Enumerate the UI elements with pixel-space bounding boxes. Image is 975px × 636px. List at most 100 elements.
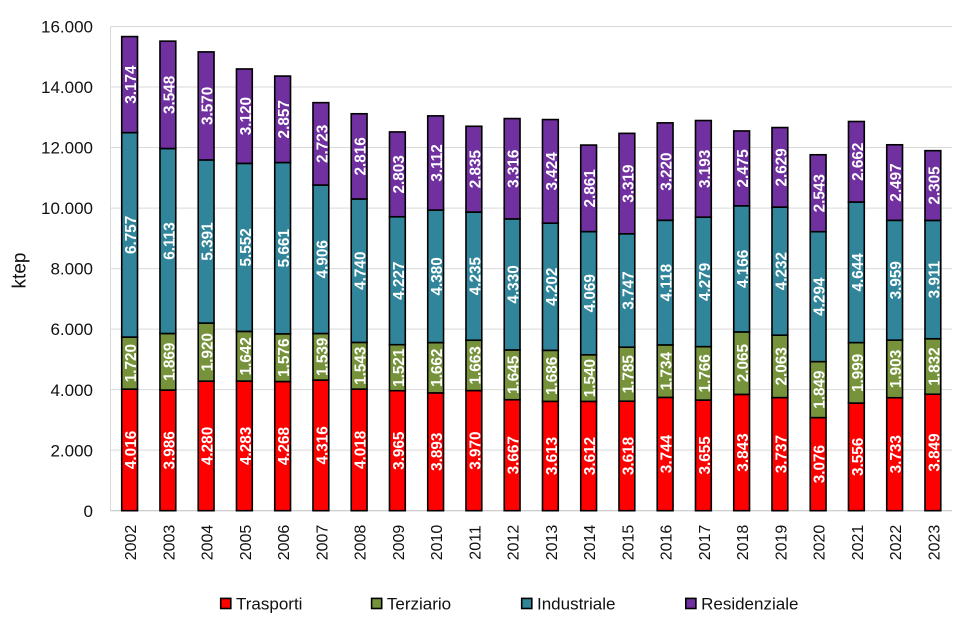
svg-text:3.667: 3.667: [506, 436, 523, 474]
svg-text:4.283: 4.283: [238, 427, 255, 465]
svg-text:2.723: 2.723: [314, 125, 331, 163]
svg-text:1.642: 1.642: [238, 337, 255, 375]
svg-text:3.570: 3.570: [200, 87, 217, 125]
svg-text:3.843: 3.843: [735, 433, 752, 471]
svg-text:Terziario: Terziario: [387, 594, 451, 613]
svg-text:4.069: 4.069: [582, 274, 599, 312]
svg-text:3.613: 3.613: [544, 437, 561, 475]
svg-text:2018: 2018: [735, 525, 752, 561]
svg-text:2.629: 2.629: [773, 148, 790, 186]
svg-text:16.000: 16.000: [41, 18, 93, 37]
svg-text:Residenziale: Residenziale: [701, 594, 798, 613]
svg-text:1.832: 1.832: [926, 347, 943, 385]
svg-text:3.120: 3.120: [238, 97, 255, 135]
svg-text:3.076: 3.076: [812, 445, 829, 483]
svg-text:3.911: 3.911: [926, 260, 943, 298]
svg-text:3.655: 3.655: [697, 436, 714, 475]
svg-text:ktep: ktep: [9, 253, 30, 289]
svg-text:4.330: 4.330: [506, 265, 523, 303]
svg-text:4.227: 4.227: [391, 262, 408, 300]
svg-text:1.543: 1.543: [353, 347, 370, 385]
svg-text:2.305: 2.305: [926, 166, 943, 205]
svg-text:3.965: 3.965: [391, 431, 408, 470]
svg-text:6.757: 6.757: [123, 216, 140, 254]
svg-text:1.521: 1.521: [391, 348, 408, 387]
svg-text:2003: 2003: [161, 525, 178, 561]
svg-text:2004: 2004: [200, 525, 217, 561]
svg-text:2.065: 2.065: [735, 344, 752, 383]
svg-text:3.193: 3.193: [697, 150, 714, 188]
svg-text:3.316: 3.316: [506, 150, 523, 188]
svg-text:4.906: 4.906: [314, 240, 331, 278]
svg-text:2016: 2016: [659, 525, 676, 561]
svg-text:4.118: 4.118: [659, 263, 676, 301]
svg-text:5.552: 5.552: [238, 228, 255, 266]
svg-text:2007: 2007: [314, 525, 331, 561]
svg-text:14.000: 14.000: [41, 78, 93, 97]
svg-text:4.016: 4.016: [123, 431, 140, 469]
svg-text:2020: 2020: [812, 525, 829, 561]
svg-text:5.391: 5.391: [200, 222, 217, 261]
svg-text:3.959: 3.959: [888, 261, 905, 299]
svg-text:3.424: 3.424: [544, 152, 561, 191]
svg-text:6.113: 6.113: [161, 222, 178, 259]
svg-text:1.734: 1.734: [659, 352, 676, 391]
svg-text:4.644: 4.644: [850, 253, 867, 292]
svg-text:4.235: 4.235: [467, 257, 484, 296]
svg-text:Trasporti: Trasporti: [236, 594, 302, 613]
svg-text:2011: 2011: [467, 525, 484, 560]
svg-text:3.744: 3.744: [659, 434, 676, 473]
svg-text:2023: 2023: [926, 525, 943, 561]
svg-text:1.663: 1.663: [467, 346, 484, 384]
svg-text:3.556: 3.556: [850, 438, 867, 476]
svg-text:3.849: 3.849: [926, 433, 943, 471]
svg-text:Industriale: Industriale: [537, 594, 615, 613]
svg-text:4.202: 4.202: [544, 268, 561, 306]
svg-text:3.970: 3.970: [467, 431, 484, 469]
svg-text:2013: 2013: [544, 525, 561, 561]
svg-text:3.112: 3.112: [429, 144, 446, 181]
svg-text:2019: 2019: [773, 525, 790, 561]
svg-text:6.000: 6.000: [50, 320, 93, 339]
svg-text:2008: 2008: [353, 525, 370, 561]
svg-text:3.174: 3.174: [123, 65, 140, 104]
svg-text:2017: 2017: [697, 525, 714, 561]
svg-text:2.497: 2.497: [888, 163, 905, 201]
svg-text:3.319: 3.319: [620, 164, 637, 202]
svg-text:1.849: 1.849: [812, 370, 829, 408]
svg-text:2.861: 2.861: [582, 169, 599, 208]
svg-text:2.000: 2.000: [50, 441, 93, 460]
svg-text:2009: 2009: [391, 525, 408, 561]
svg-text:10.000: 10.000: [41, 199, 93, 218]
svg-text:4.294: 4.294: [812, 277, 829, 316]
svg-text:12.000: 12.000: [41, 139, 93, 158]
svg-text:2010: 2010: [429, 525, 446, 561]
svg-text:4.280: 4.280: [200, 427, 217, 465]
svg-text:2.662: 2.662: [850, 143, 867, 181]
svg-text:1.645: 1.645: [506, 355, 523, 394]
svg-text:4.740: 4.740: [353, 252, 370, 290]
svg-text:2012: 2012: [506, 525, 523, 561]
svg-text:1.903: 1.903: [888, 350, 905, 388]
svg-text:4.316: 4.316: [314, 426, 331, 464]
svg-text:2.543: 2.543: [812, 174, 829, 212]
svg-text:2002: 2002: [123, 525, 140, 561]
svg-text:2014: 2014: [582, 525, 599, 561]
svg-text:2.803: 2.803: [391, 155, 408, 193]
svg-text:4.018: 4.018: [353, 430, 370, 469]
svg-text:1.686: 1.686: [544, 357, 561, 395]
svg-text:2021: 2021: [850, 525, 867, 561]
svg-text:3.893: 3.893: [429, 433, 446, 471]
svg-text:1.869: 1.869: [161, 343, 178, 381]
svg-text:3.220: 3.220: [659, 152, 676, 190]
svg-text:2015: 2015: [620, 525, 637, 561]
svg-text:2022: 2022: [888, 525, 905, 561]
svg-text:2005: 2005: [238, 525, 255, 561]
svg-text:2.816: 2.816: [353, 137, 370, 175]
svg-text:4.380: 4.380: [429, 257, 446, 295]
svg-text:0: 0: [84, 502, 93, 521]
svg-text:4.232: 4.232: [773, 252, 790, 290]
svg-text:4.000: 4.000: [50, 381, 93, 400]
svg-text:4.268: 4.268: [276, 426, 293, 465]
svg-text:1.720: 1.720: [123, 344, 140, 382]
